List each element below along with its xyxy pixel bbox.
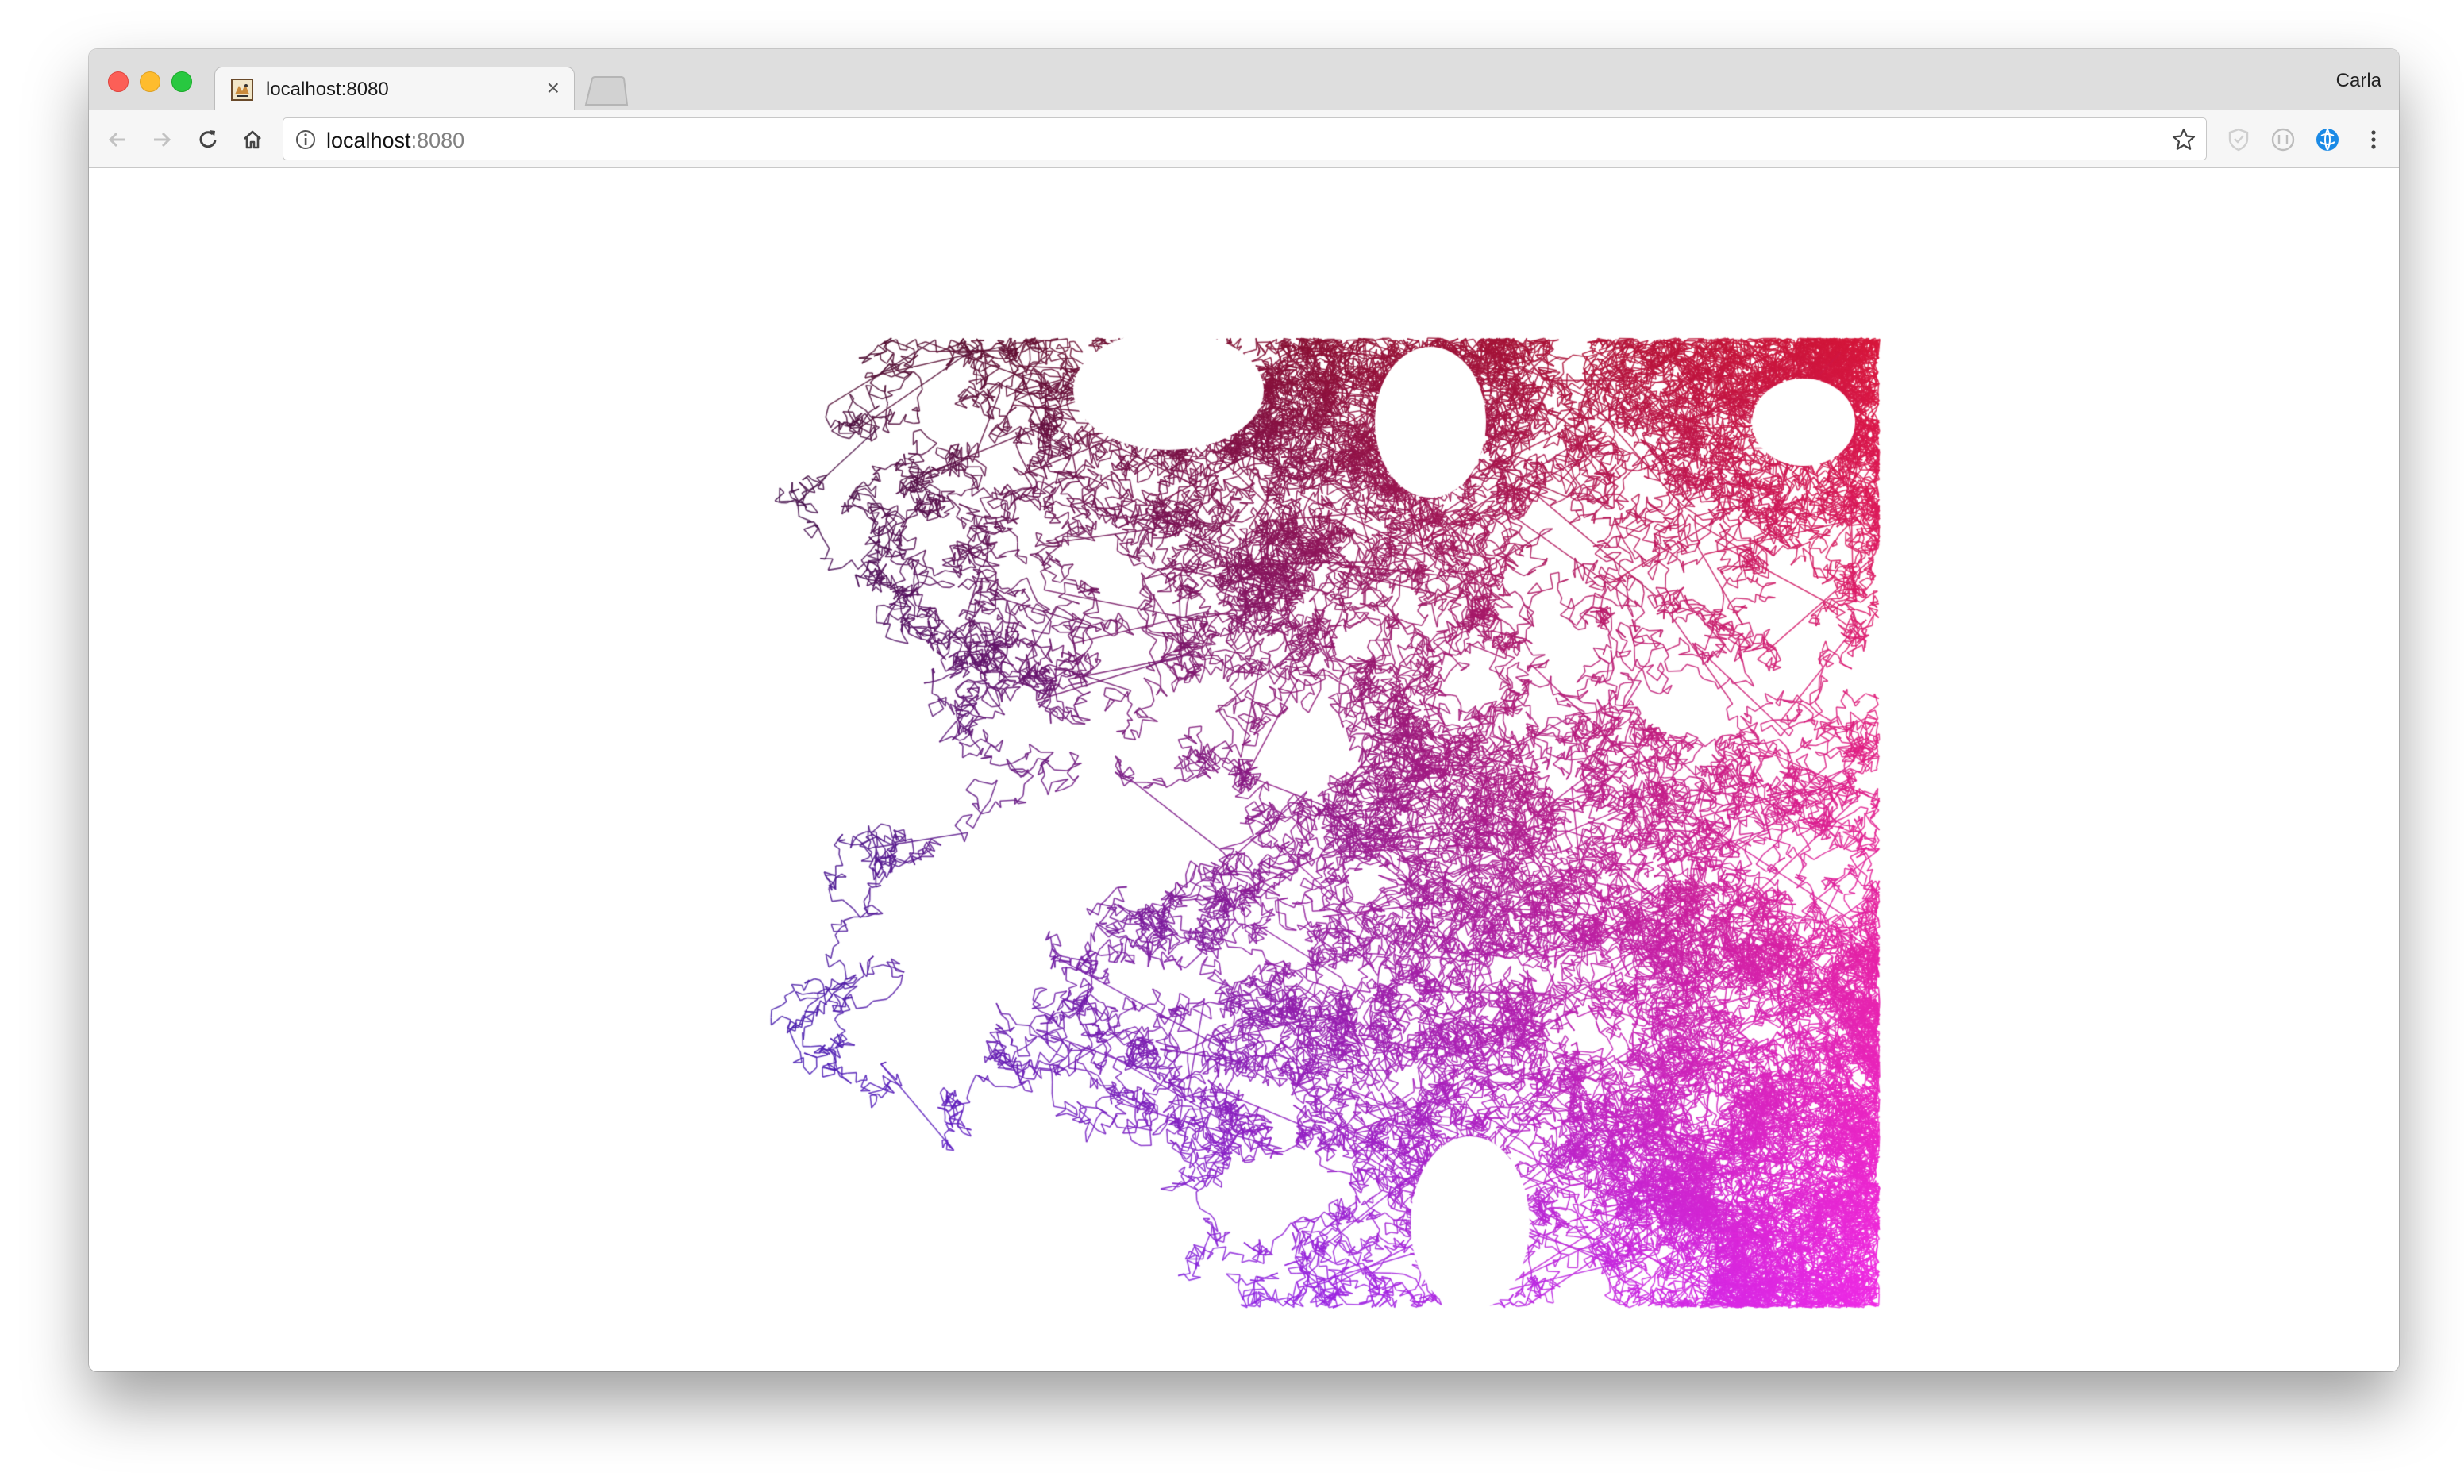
- circle-extension-icon[interactable]: [2269, 125, 2297, 154]
- tab-localhost[interactable]: localhost:8080 ×: [214, 67, 575, 111]
- back-arrow-icon[interactable]: [103, 125, 132, 154]
- forward-arrow-icon[interactable]: [148, 125, 176, 154]
- home-icon[interactable]: [238, 125, 267, 154]
- star-icon[interactable]: [2171, 127, 2196, 152]
- new-tab-icon[interactable]: [583, 76, 629, 106]
- close-window-button[interactable]: [108, 71, 129, 92]
- reload-icon[interactable]: [194, 125, 222, 154]
- page-content: [89, 168, 2399, 1371]
- url-text: localhost:8080: [326, 129, 464, 153]
- url-port: :8080: [410, 129, 465, 152]
- zoom-window-button[interactable]: [171, 71, 192, 92]
- address-bar[interactable]: localhost:8080: [283, 117, 2207, 160]
- toolbar: localhost:8080: [89, 110, 2399, 168]
- tab-strip: localhost:8080 × Carla: [89, 49, 2399, 111]
- browser-window: localhost:8080 × Carla localhos: [89, 49, 2399, 1371]
- tab-close-icon[interactable]: ×: [546, 75, 560, 100]
- pixel-art-favicon-icon: [231, 79, 253, 101]
- url-host: localhost: [326, 129, 411, 152]
- globe-extension-icon[interactable]: [2313, 125, 2342, 154]
- kebab-menu-icon[interactable]: [2359, 125, 2388, 154]
- shield-extension-icon[interactable]: [2224, 125, 2253, 154]
- minimize-window-button[interactable]: [140, 71, 160, 92]
- tab-title: localhost:8080: [266, 79, 389, 100]
- profile-name[interactable]: Carla: [2335, 70, 2381, 91]
- random-walk-canvas: [597, 335, 1883, 1311]
- info-icon[interactable]: [295, 129, 317, 151]
